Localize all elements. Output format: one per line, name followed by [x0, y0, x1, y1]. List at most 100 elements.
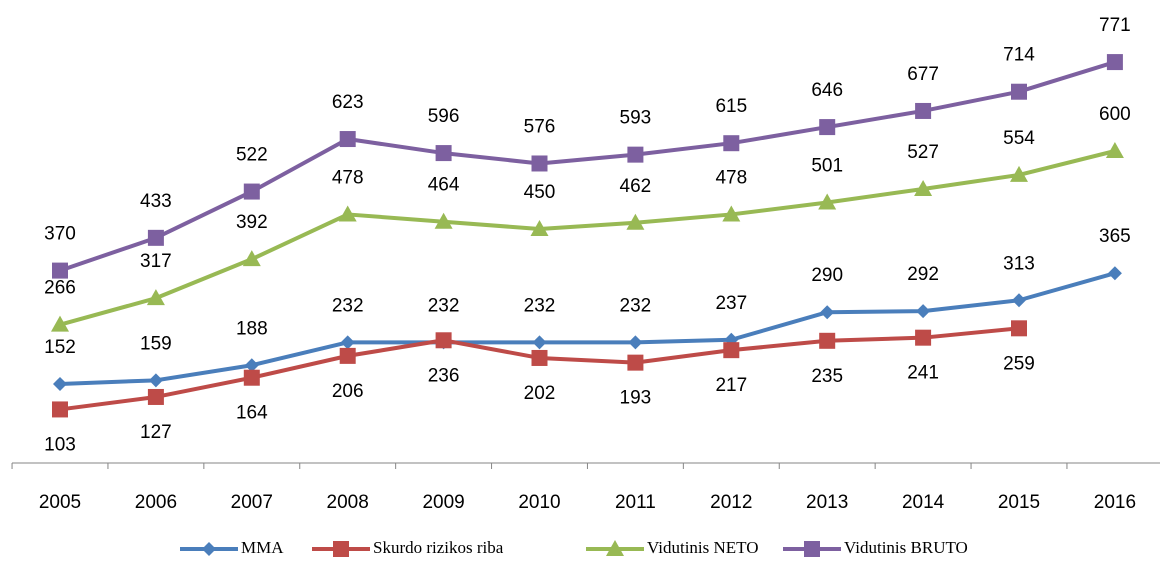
data-label: 266 [44, 278, 76, 299]
data-point [243, 369, 260, 386]
data-point [1010, 165, 1028, 182]
x-tick-label: 2015 [998, 492, 1040, 513]
legend-marker [202, 542, 216, 556]
data-point [628, 335, 643, 350]
data-label: 478 [332, 167, 364, 188]
data-point [723, 342, 740, 359]
data-label: 188 [236, 318, 268, 339]
data-point [338, 205, 357, 222]
data-point [340, 335, 355, 350]
data-point [435, 332, 452, 349]
series-line [59, 271, 1116, 386]
data-label: 237 [715, 293, 747, 314]
data-point [52, 401, 68, 418]
data-point [53, 376, 67, 391]
legend-label: Vidutinis NETO [647, 538, 759, 557]
data-label: 236 [428, 365, 460, 386]
data-point [1107, 266, 1122, 281]
legend-label: MMA [241, 538, 284, 557]
data-label: 259 [1003, 353, 1035, 374]
data-label: 152 [44, 337, 76, 358]
x-tick-label: 2012 [710, 492, 752, 513]
data-point [914, 179, 933, 196]
data-point [722, 205, 741, 222]
data-point [148, 373, 163, 388]
data-point [51, 315, 69, 332]
data-label: 317 [140, 251, 172, 272]
data-label: 615 [715, 96, 747, 117]
data-point [1106, 54, 1123, 71]
data-label: 103 [44, 434, 76, 455]
data-label: 600 [1099, 104, 1131, 125]
legend-label: Skurdo rizikos riba [373, 538, 504, 557]
data-point [244, 358, 259, 373]
legend-marker [606, 540, 624, 556]
x-tick-label: 2016 [1094, 492, 1136, 513]
data-point [915, 329, 932, 346]
data-label: 193 [620, 388, 652, 409]
data-label: 646 [811, 80, 843, 101]
legend-label: Vidutinis BRUTO [844, 538, 968, 557]
data-label: 554 [1003, 128, 1035, 149]
data-label: 576 [524, 116, 556, 137]
data-point [627, 146, 644, 163]
data-label: 433 [140, 191, 172, 212]
data-label: 593 [620, 108, 652, 129]
data-point [1012, 293, 1026, 308]
data-point [819, 119, 836, 136]
data-label: 370 [44, 224, 76, 245]
data-point [435, 145, 452, 162]
x-tick-label: 2010 [518, 492, 560, 513]
data-label: 290 [811, 265, 843, 286]
data-point [820, 305, 835, 320]
x-tick-label: 2008 [327, 492, 369, 513]
data-point [532, 335, 547, 350]
data-point [243, 183, 260, 200]
data-point [819, 332, 836, 349]
data-label: 235 [811, 366, 843, 387]
data-label: 596 [428, 106, 460, 127]
data-point [818, 193, 837, 210]
data-label: 159 [140, 333, 172, 354]
data-point [1105, 142, 1124, 158]
data-label: 217 [715, 375, 747, 396]
data-point [52, 262, 68, 279]
data-point [915, 102, 932, 119]
data-point [147, 388, 164, 405]
data-label: 232 [332, 295, 364, 316]
data-label: 232 [620, 295, 652, 316]
data-label: 202 [524, 383, 556, 404]
data-point [339, 347, 356, 364]
legend-marker [333, 541, 349, 557]
data-label: 127 [140, 422, 172, 443]
series-line [59, 149, 1116, 327]
data-point [723, 135, 740, 152]
data-label: 714 [1003, 45, 1035, 66]
x-tick-label: 2006 [135, 492, 177, 513]
data-point [531, 155, 548, 172]
data-label: 365 [1099, 226, 1131, 247]
data-point [531, 349, 548, 366]
x-tick-label: 2013 [806, 492, 848, 513]
legend-marker [804, 541, 820, 557]
data-point [147, 229, 164, 246]
data-point [530, 220, 549, 236]
x-tick-label: 2011 [615, 492, 656, 513]
x-tick-label: 2007 [231, 492, 273, 513]
data-label: 206 [332, 381, 364, 402]
data-label: 623 [332, 92, 364, 113]
data-label: 450 [524, 182, 556, 203]
data-label: 241 [907, 363, 939, 384]
x-tick-label: 2014 [902, 492, 945, 513]
data-label: 232 [428, 295, 460, 316]
data-point [339, 131, 356, 148]
data-label: 164 [236, 403, 268, 424]
data-label: 292 [907, 264, 939, 285]
data-point [627, 354, 644, 371]
x-tick-label: 2005 [39, 492, 81, 513]
data-point [434, 212, 453, 229]
data-label: 677 [907, 64, 939, 85]
data-label: 392 [236, 212, 268, 233]
data-label: 522 [236, 145, 268, 166]
data-label: 313 [1003, 253, 1035, 274]
